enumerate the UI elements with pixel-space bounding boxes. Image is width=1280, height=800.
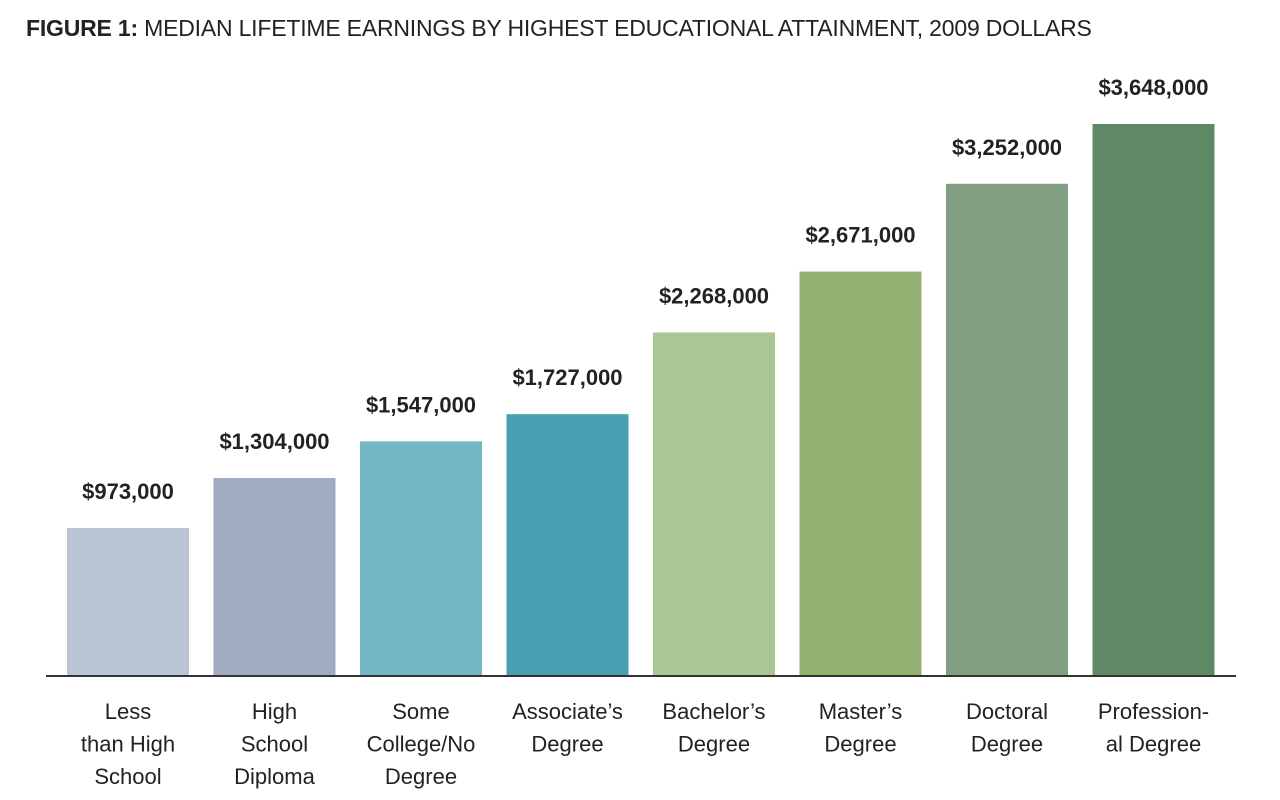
chart-title: FIGURE 1: MEDIAN LIFETIME EARNINGS BY HI… <box>26 15 1092 42</box>
bar-value-label-2: $1,304,000 <box>219 429 329 454</box>
category-label-line: Degree <box>971 732 1043 757</box>
bar-value-label-1: $973,000 <box>82 479 174 504</box>
category-label-line: Associate’s <box>512 699 623 724</box>
category-label-line: College/No <box>367 732 476 757</box>
category-label-line: Doctoral <box>966 699 1048 724</box>
category-label-line: Degree <box>678 732 750 757</box>
category-label-line: Degree <box>531 732 603 757</box>
category-label-line: Degree <box>824 732 896 757</box>
category-label-line: Profession- <box>1098 699 1209 724</box>
category-label-line: al Degree <box>1106 732 1201 757</box>
category-label-8: Profession-al Degree <box>1098 699 1209 757</box>
category-label-6: Master’s Degree <box>819 699 903 757</box>
bar-value-label-3: $1,547,000 <box>366 392 476 417</box>
category-label-line: than High <box>81 732 175 757</box>
category-labels-group: Less than High School High School Diploma Some… <box>81 699 1209 789</box>
category-label-line: School <box>94 764 161 789</box>
chart-title-text: MEDIAN LIFETIME EARNINGS BY HIGHEST EDUC… <box>144 15 1092 41</box>
category-label-5: Bachelor’s Degree <box>662 699 765 757</box>
bar-6 <box>799 271 922 675</box>
category-label-line: Diploma <box>234 764 315 789</box>
bar-8 <box>1092 124 1215 675</box>
category-label-line: Degree <box>385 764 457 789</box>
category-label-3: Some College/No Degree <box>367 699 476 789</box>
category-label-line: Bachelor’s <box>662 699 765 724</box>
category-label-7: Doctoral Degree <box>966 699 1048 757</box>
bar-2 <box>213 478 336 675</box>
bar-value-label-4: $1,727,000 <box>512 365 622 390</box>
bars-group <box>67 124 1215 675</box>
bar-7 <box>946 183 1068 675</box>
bar-1 <box>67 528 189 675</box>
category-label-1: Less than High School <box>81 699 175 789</box>
category-label-2: High School Diploma <box>234 699 315 789</box>
category-label-line: School <box>241 732 308 757</box>
category-label-4: Associate’s Degree <box>512 699 623 757</box>
bar-value-label-6: $2,671,000 <box>805 223 915 248</box>
category-label-line: Less <box>105 699 151 724</box>
bar-3 <box>360 441 482 675</box>
bar-4 <box>506 414 629 675</box>
category-label-line: Master’s <box>819 699 903 724</box>
category-label-line: High <box>252 699 297 724</box>
value-labels-group: $973,000 $1,304,000 $1,547,000 $1,727,000 $2… <box>82 75 1208 504</box>
chart-title-prefix: FIGURE 1: <box>26 15 138 41</box>
category-label-line: Some <box>392 699 449 724</box>
bar-5 <box>653 332 775 675</box>
bar-value-label-8: $3,648,000 <box>1098 75 1208 100</box>
bar-value-label-5: $2,268,000 <box>659 283 769 308</box>
bar-value-label-7: $3,252,000 <box>952 135 1062 160</box>
